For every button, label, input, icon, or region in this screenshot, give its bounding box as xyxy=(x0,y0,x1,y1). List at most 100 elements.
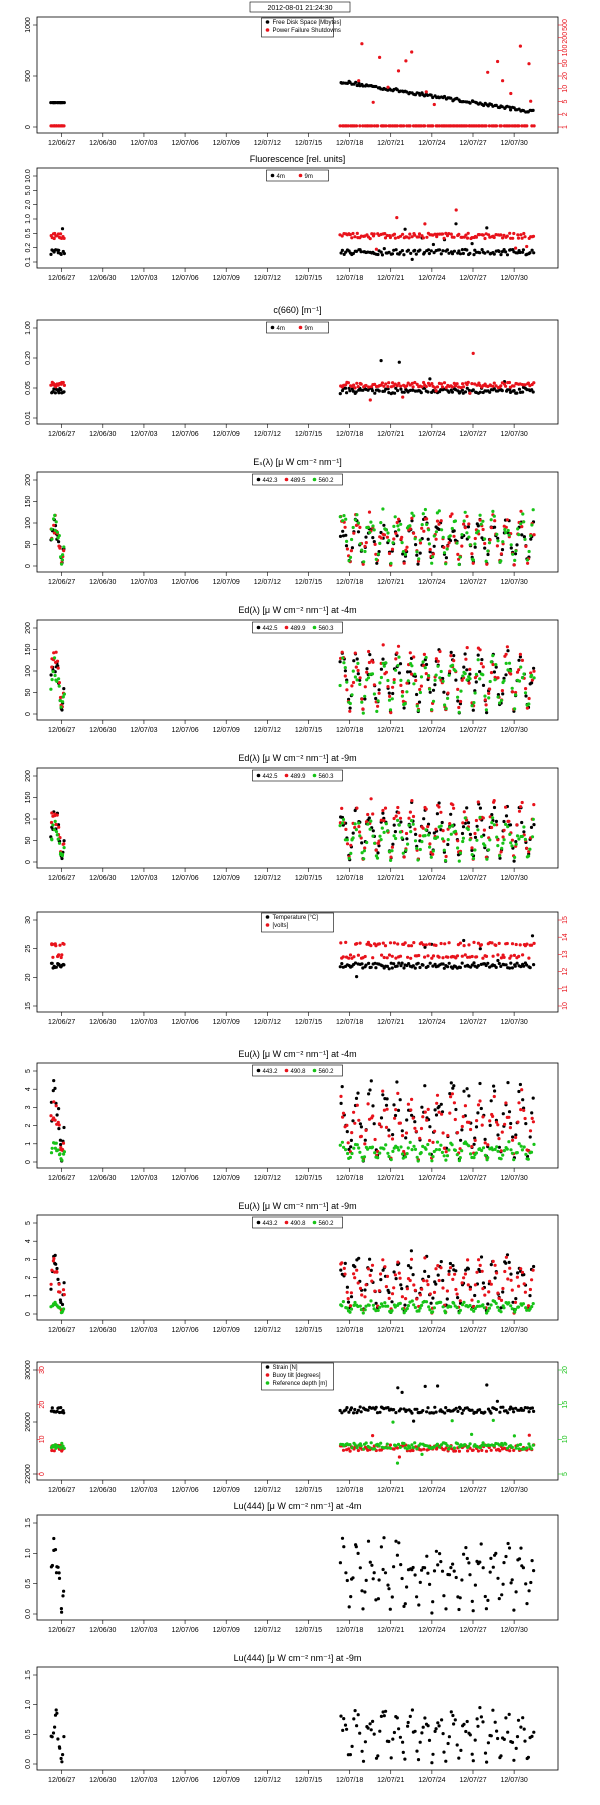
data-point xyxy=(444,854,448,859)
x-tick-label: 12/07/30 xyxy=(501,431,528,438)
data-point xyxy=(452,1101,456,1105)
data-point xyxy=(453,519,457,523)
data-point xyxy=(342,661,346,665)
y-tick-label: 0 xyxy=(25,712,32,716)
data-point xyxy=(413,233,417,237)
y-tick-label: 150 xyxy=(25,792,32,804)
data-point xyxy=(456,695,460,699)
data-point xyxy=(55,659,60,663)
data-point xyxy=(450,526,454,531)
data-point xyxy=(396,805,400,810)
data-point xyxy=(381,643,385,647)
data-point xyxy=(506,1730,510,1734)
data-point xyxy=(427,1274,431,1279)
timestamp-header: 2012-08-01 21:24:30 xyxy=(249,1,351,13)
data-point xyxy=(501,1405,505,1409)
data-point xyxy=(371,1719,375,1723)
data-point xyxy=(420,840,424,844)
legend-box xyxy=(252,621,343,634)
data-point xyxy=(510,1138,515,1142)
data-point xyxy=(434,537,438,541)
data-point xyxy=(439,810,443,814)
data-point xyxy=(390,252,395,256)
data-point xyxy=(468,391,472,395)
data-point xyxy=(511,1300,515,1304)
y-tick-label: 0.5 xyxy=(25,228,32,238)
data-point xyxy=(501,540,505,544)
legend-marker xyxy=(312,773,317,778)
data-point xyxy=(61,380,65,385)
data-point xyxy=(520,800,524,805)
data-point xyxy=(369,965,373,969)
data-point xyxy=(530,1278,534,1282)
data-point xyxy=(375,561,379,565)
data-point xyxy=(50,961,54,965)
y-tick-label: 30 xyxy=(25,916,32,924)
data-point xyxy=(350,236,354,240)
data-point xyxy=(460,1411,464,1415)
data-point xyxy=(356,530,361,534)
data-point xyxy=(486,250,490,254)
data-point xyxy=(508,231,512,235)
data-point xyxy=(53,1146,58,1150)
data-point xyxy=(395,1716,399,1720)
data-point xyxy=(487,541,492,545)
data-point xyxy=(502,679,506,683)
data-point xyxy=(381,1089,385,1093)
data-point xyxy=(494,103,498,107)
data-point xyxy=(379,250,383,254)
data-point xyxy=(465,386,469,390)
data-point xyxy=(61,553,65,557)
data-point xyxy=(49,1100,54,1104)
data-point xyxy=(397,961,401,965)
data-point xyxy=(463,526,467,530)
data-point xyxy=(412,655,416,659)
data-point xyxy=(445,1289,449,1293)
data-point xyxy=(421,236,425,240)
data-point xyxy=(501,835,505,839)
data-point xyxy=(476,524,480,528)
data-point xyxy=(475,824,479,828)
data-point xyxy=(355,657,359,661)
data-point xyxy=(379,818,383,822)
data-point xyxy=(441,1286,445,1290)
data-point xyxy=(406,1146,410,1150)
data-point xyxy=(355,942,359,946)
data-point xyxy=(497,1597,501,1601)
data-point xyxy=(391,1420,395,1424)
data-point xyxy=(411,385,415,389)
data-point xyxy=(407,236,411,240)
series-0 xyxy=(49,934,536,979)
data-point xyxy=(51,670,55,674)
legend-marker xyxy=(284,625,289,630)
data-point xyxy=(527,696,531,701)
data-point xyxy=(459,1748,463,1752)
data-point xyxy=(452,529,456,533)
data-point xyxy=(513,964,517,968)
data-point xyxy=(418,1136,422,1140)
data-point xyxy=(397,811,401,815)
data-point xyxy=(393,830,397,834)
data-point xyxy=(496,1576,500,1580)
data-point xyxy=(406,955,410,959)
x-tick-label: 12/07/21 xyxy=(377,140,404,147)
y2-tick-label: 1 xyxy=(562,125,569,129)
data-point xyxy=(387,1134,391,1138)
data-point xyxy=(390,547,395,551)
data-point xyxy=(474,680,478,684)
data-point xyxy=(396,1386,400,1390)
legend-label: 442.5 xyxy=(263,626,279,632)
y-tick-label: 0 xyxy=(25,1312,32,1316)
data-point xyxy=(391,685,395,689)
data-point xyxy=(460,533,464,537)
legend-marker xyxy=(298,173,303,178)
data-point xyxy=(509,669,513,673)
data-point xyxy=(517,533,521,537)
data-point xyxy=(473,835,478,840)
data-point xyxy=(495,835,499,839)
data-point xyxy=(509,672,513,676)
data-point xyxy=(385,233,389,238)
data-point xyxy=(404,1136,408,1140)
data-point xyxy=(505,941,509,946)
data-point xyxy=(49,1287,53,1291)
